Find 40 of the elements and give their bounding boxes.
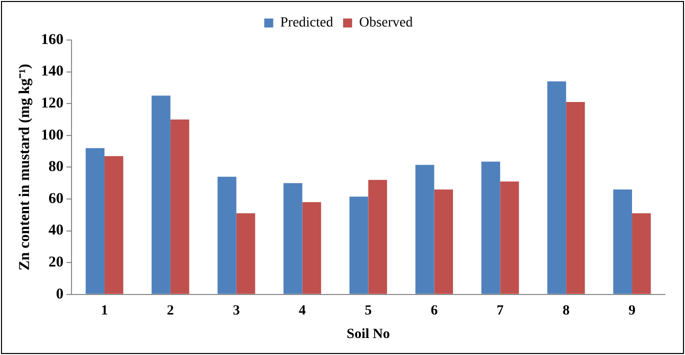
bar (302, 202, 322, 294)
y-tick-label: 160 (41, 32, 64, 48)
y-tick-label: 100 (41, 127, 64, 144)
y-tick-label: 120 (41, 95, 64, 112)
x-tick-label: 5 (364, 303, 372, 318)
bar (349, 196, 368, 294)
legend-label: Predicted (280, 16, 334, 31)
x-tick-label: 4 (298, 303, 306, 318)
x-tick-label: 2 (166, 303, 174, 318)
bar (152, 96, 170, 294)
y-tick-label: 20 (48, 254, 64, 270)
bar (104, 156, 124, 294)
bar (547, 81, 566, 294)
bar (218, 176, 236, 294)
y-tick-label: 40 (48, 222, 64, 239)
bar (236, 213, 256, 294)
bar (566, 102, 585, 294)
x-tick-label: 9 (628, 303, 636, 318)
y-tick-label: 80 (48, 159, 64, 176)
x-tick-label: 8 (562, 303, 570, 318)
x-tick-label: 1 (100, 303, 108, 318)
y-tick-label: 60 (48, 190, 64, 207)
x-tick-label: 7 (496, 303, 504, 318)
bar (284, 183, 302, 294)
bar (415, 164, 434, 294)
bar (434, 189, 453, 294)
bar (368, 180, 388, 294)
y-tick-label: 0 (56, 286, 64, 302)
legend-label: Observed (359, 16, 413, 31)
x-axis-title: Soil No (346, 327, 390, 342)
x-tick-label: 6 (430, 303, 438, 318)
y-tick-label: 140 (41, 64, 64, 80)
bar (613, 189, 632, 294)
bar (86, 148, 104, 294)
bar (481, 162, 500, 294)
bar (632, 213, 651, 294)
bar (500, 182, 519, 294)
bar (170, 120, 190, 294)
y-axis-title: Zn content in mustard (mg kg⁻¹) (16, 64, 33, 270)
x-tick-label: 3 (232, 303, 240, 318)
